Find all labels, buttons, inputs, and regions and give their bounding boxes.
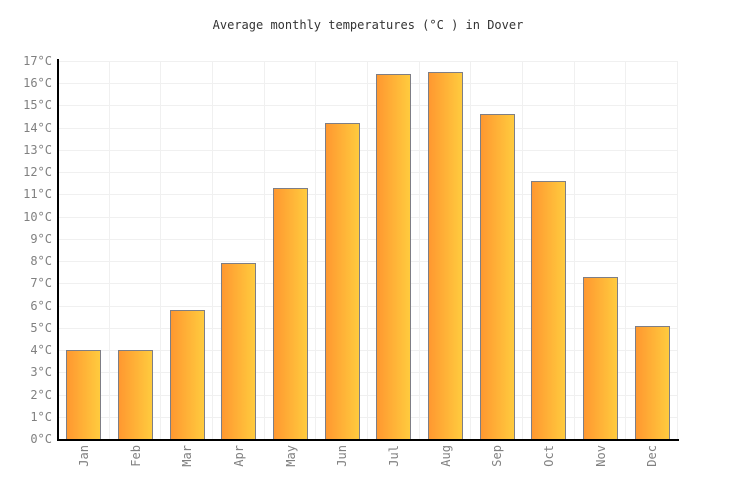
h-gridline bbox=[58, 350, 678, 352]
x-tick-label-aug: Aug bbox=[438, 445, 453, 467]
bar-sep bbox=[479, 114, 515, 439]
y-tick-label: 7°C bbox=[30, 276, 52, 291]
h-gridline bbox=[58, 416, 678, 418]
x-tick-label-jan: Jan bbox=[76, 445, 91, 467]
h-gridline bbox=[58, 283, 678, 285]
h-gridline bbox=[58, 394, 678, 396]
y-tick-label: 1°C bbox=[30, 409, 52, 424]
y-tick-label: 5°C bbox=[30, 320, 52, 335]
bar-mar bbox=[169, 310, 205, 439]
bar-oct bbox=[531, 181, 567, 439]
h-gridline bbox=[58, 305, 678, 307]
x-tick-label-feb: Feb bbox=[128, 445, 143, 467]
y-axis-line bbox=[57, 59, 59, 439]
h-gridline bbox=[58, 127, 678, 129]
x-tick-label-may: May bbox=[283, 445, 298, 467]
h-gridline bbox=[58, 372, 678, 374]
chart-title: Average monthly temperatures (°C ) in Do… bbox=[212, 18, 524, 32]
bar-may bbox=[273, 187, 308, 439]
y-tick-label: 12°C bbox=[23, 165, 52, 180]
h-gridline bbox=[58, 194, 678, 196]
h-gridline bbox=[58, 83, 678, 85]
h-gridline bbox=[58, 149, 678, 151]
bar-jul bbox=[376, 74, 412, 439]
v-gridline bbox=[677, 61, 678, 439]
y-tick-label: 10°C bbox=[23, 209, 52, 224]
y-tick-label: 4°C bbox=[30, 343, 52, 358]
v-gridline bbox=[315, 61, 317, 439]
y-tick-label: 11°C bbox=[23, 187, 52, 202]
v-gridline bbox=[522, 61, 523, 439]
x-axis-line bbox=[57, 439, 679, 441]
bar-dec bbox=[634, 325, 670, 439]
v-gridline bbox=[263, 61, 265, 439]
h-gridline bbox=[58, 238, 678, 240]
y-tick-label: 6°C bbox=[30, 298, 52, 313]
y-tick-label: 13°C bbox=[23, 142, 52, 157]
x-tick-label-sep: Sep bbox=[490, 445, 505, 467]
bar-apr bbox=[221, 263, 257, 439]
x-tick-label-jul: Jul bbox=[386, 445, 401, 467]
h-gridline bbox=[58, 261, 678, 263]
v-gridline bbox=[212, 61, 213, 439]
bar-jun bbox=[324, 123, 360, 439]
v-gridline bbox=[108, 61, 110, 439]
h-gridline bbox=[58, 105, 678, 107]
x-tick-label-jun: Jun bbox=[335, 445, 350, 467]
v-gridline bbox=[367, 61, 368, 439]
x-tick-label-oct: Oct bbox=[541, 445, 556, 467]
v-gridline bbox=[573, 61, 575, 439]
h-gridline bbox=[58, 327, 678, 329]
y-tick-label: 8°C bbox=[30, 254, 52, 269]
x-tick-label-apr: Apr bbox=[231, 445, 246, 467]
y-tick-label: 16°C bbox=[23, 76, 52, 91]
x-tick-label-mar: Mar bbox=[180, 445, 195, 467]
x-tick-label-nov: Nov bbox=[593, 445, 608, 467]
v-gridline bbox=[160, 61, 162, 439]
h-gridline bbox=[58, 172, 678, 174]
bar-jan bbox=[66, 350, 102, 439]
bar-aug bbox=[428, 72, 463, 439]
y-tick-label: 17°C bbox=[23, 54, 52, 68]
y-tick-label: 9°C bbox=[30, 231, 52, 246]
y-tick-label: 2°C bbox=[30, 387, 52, 402]
h-gridline bbox=[58, 216, 678, 218]
v-gridline bbox=[625, 61, 627, 439]
bar-feb bbox=[118, 350, 153, 439]
x-tick-label-dec: Dec bbox=[645, 445, 660, 467]
plot-area bbox=[58, 61, 678, 439]
y-tick-label: 15°C bbox=[23, 98, 52, 113]
v-gridline bbox=[470, 61, 472, 439]
h-gridline bbox=[58, 61, 678, 62]
v-gridline bbox=[418, 61, 420, 439]
y-tick-label: 3°C bbox=[30, 365, 52, 380]
y-tick-label: 14°C bbox=[23, 120, 52, 135]
bar-nov bbox=[583, 276, 618, 439]
y-tick-label: 0°C bbox=[30, 432, 52, 446]
